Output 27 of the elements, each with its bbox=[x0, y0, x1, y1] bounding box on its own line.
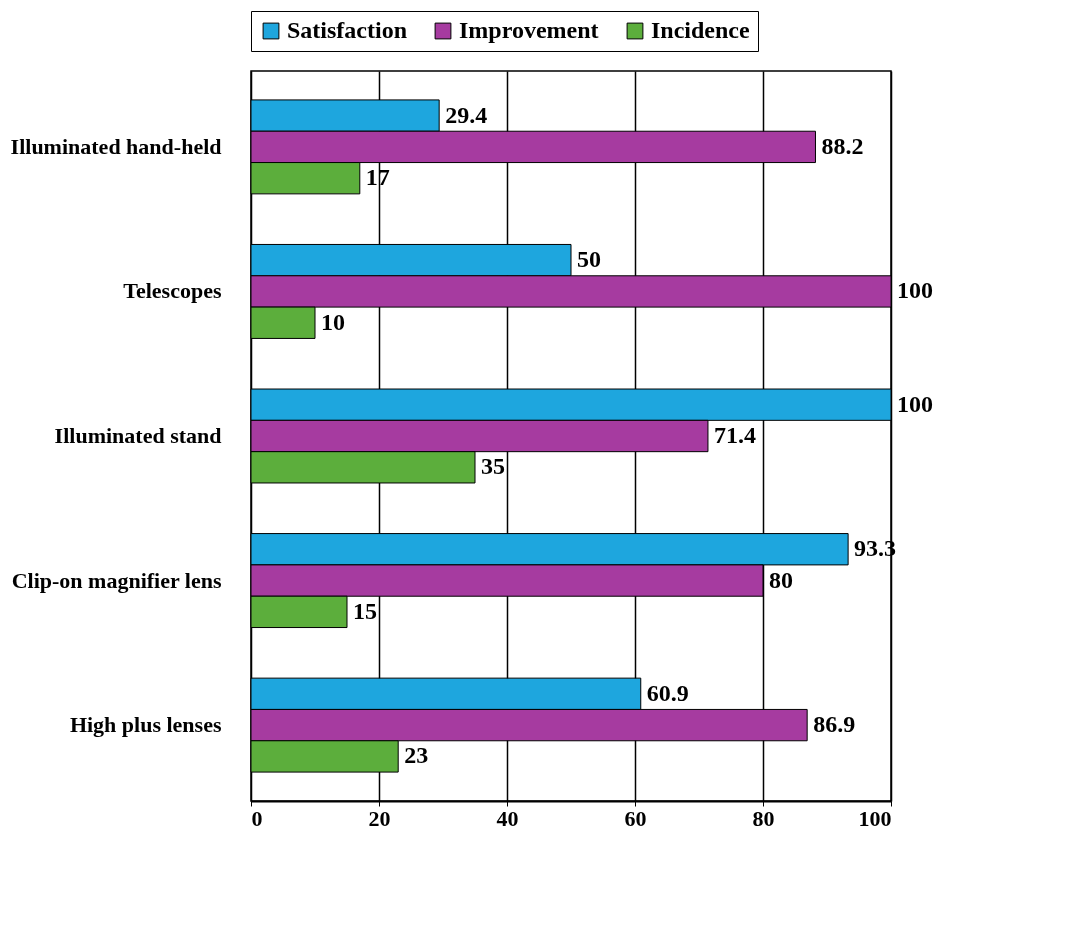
x-tick-label: 60 bbox=[624, 805, 647, 831]
data-label: 100 bbox=[897, 390, 933, 417]
y-tick-label: Illuminated stand bbox=[54, 423, 222, 448]
y-tick-label: High plus lenses bbox=[69, 712, 222, 738]
x-tick-label: 20 bbox=[368, 805, 391, 831]
legend-label: Incidence bbox=[651, 17, 751, 43]
data-label: 35 bbox=[481, 453, 505, 480]
data-label: 88.2 bbox=[821, 132, 864, 159]
data-label: 100 bbox=[897, 277, 933, 304]
y-tick-label: Illuminated hand-held bbox=[10, 133, 222, 159]
data-label: 15 bbox=[353, 597, 377, 624]
y-tick-label: Clip-on magnifier lens bbox=[11, 567, 222, 593]
legend-label: Satisfaction bbox=[287, 17, 407, 43]
data-label: 50 bbox=[577, 246, 601, 273]
data-label: 80 bbox=[769, 566, 793, 593]
data-label: 71.4 bbox=[713, 422, 756, 448]
y-tick-label: Telescopes bbox=[123, 278, 222, 304]
x-tick-label: 0 bbox=[251, 805, 263, 831]
data-label: 23 bbox=[404, 742, 429, 769]
x-tick-label: 80 bbox=[752, 805, 775, 831]
data-label: 29.4 bbox=[445, 101, 488, 128]
x-tick-label: 100 bbox=[858, 805, 892, 831]
legend-label: Improvement bbox=[459, 17, 599, 43]
x-tick-label: 40 bbox=[496, 805, 519, 831]
data-label: 60.9 bbox=[646, 679, 689, 706]
data-label: 86.9 bbox=[813, 711, 856, 738]
data-label: 10 bbox=[321, 308, 345, 335]
